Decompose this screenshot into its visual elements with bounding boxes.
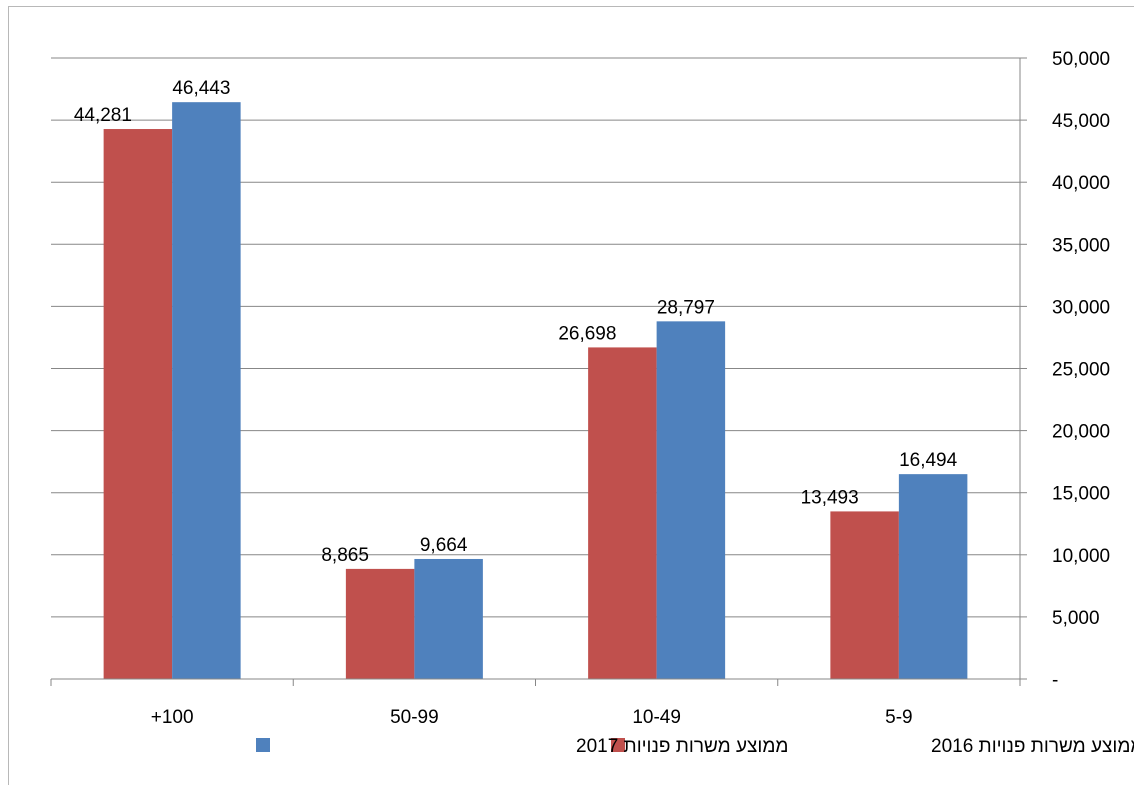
legend-label-2017: ממוצע משרות פנויות 2017 <box>576 736 788 757</box>
y-tick-label: 10,000 <box>1052 546 1110 567</box>
data-label: 9,664 <box>420 535 468 556</box>
y-tick-label: 40,000 <box>1052 173 1110 194</box>
y-tick-label: 45,000 <box>1052 111 1110 132</box>
bar-2016 <box>103 129 173 680</box>
y-tick-label: 5,000 <box>1052 608 1100 629</box>
x-tick-label: 10-49 <box>632 707 681 728</box>
y-tick-label: 35,000 <box>1052 235 1110 256</box>
x-tick-label: +100 <box>151 707 194 728</box>
legend: ממוצע משרות פנויות 2016 ממוצע משרות פנויו… <box>256 736 1134 757</box>
axes <box>50 57 1027 686</box>
bars <box>103 102 968 680</box>
y-tick-label: 50,000 <box>1052 49 1110 70</box>
bar-2016 <box>830 511 899 679</box>
x-tick-label: 50-99 <box>390 707 439 728</box>
bar-2017 <box>414 558 483 679</box>
bar-2017 <box>898 474 968 679</box>
data-labels: 44,281 46,443 8,865 9,664 26,698 28,797 13,493… <box>74 78 958 566</box>
data-label: 46,443 <box>172 78 230 99</box>
data-label: 16,494 <box>899 450 958 471</box>
legend-swatch-2016 <box>611 738 625 752</box>
y-tick-label: - <box>1052 670 1058 691</box>
data-label: 8,865 <box>321 545 369 566</box>
y-tick-label: 30,000 <box>1052 297 1110 318</box>
bar-2016 <box>588 347 657 679</box>
data-label: 26,698 <box>558 323 616 344</box>
data-label: 13,493 <box>801 487 859 508</box>
legend-label-2016: ממוצע משרות פנויות 2016 <box>931 736 1134 757</box>
y-tick-label: 20,000 <box>1052 422 1110 443</box>
x-tick-label: 5-9 <box>885 707 912 728</box>
data-label: 44,281 <box>74 105 132 126</box>
bar-2017 <box>656 321 726 679</box>
bar-2017 <box>172 102 241 680</box>
x-tick-labels: +100 50-99 10-49 5-9 <box>151 707 913 728</box>
legend-swatch-2017 <box>256 738 270 752</box>
y-tick-labels: - 5,000 10,000 15,000 20,000 25,000 30,000 35,0… <box>1052 49 1110 691</box>
bar-2016 <box>345 568 415 679</box>
y-tick-label: 25,000 <box>1052 360 1110 381</box>
chart-frame <box>8 6 1134 785</box>
y-tick-label: 15,000 <box>1052 484 1110 505</box>
gridlines <box>51 57 1020 618</box>
data-label: 28,797 <box>657 297 715 318</box>
